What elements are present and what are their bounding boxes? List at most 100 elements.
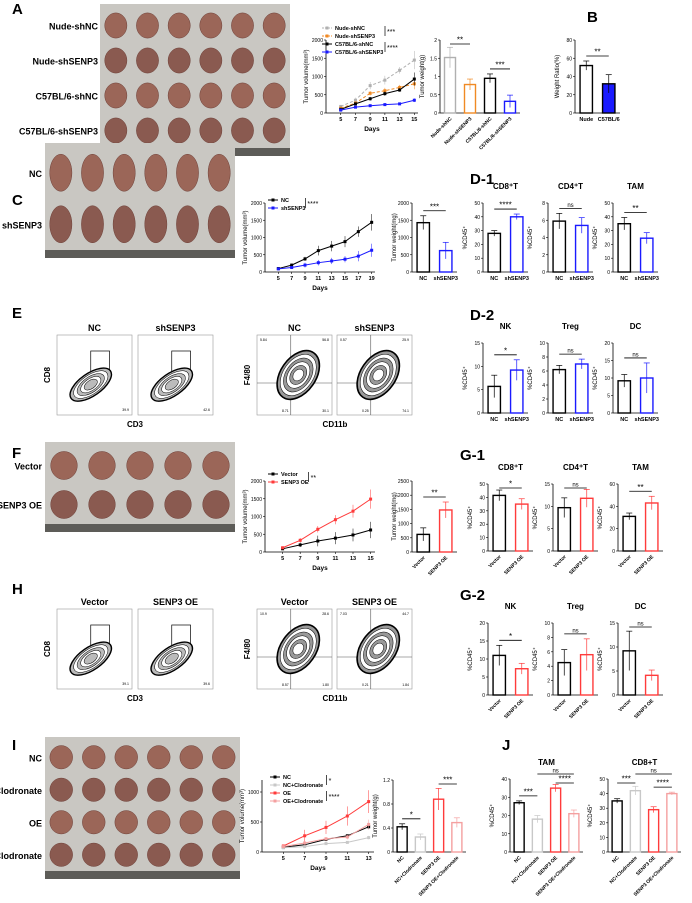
category-label: SENP3 OE	[568, 698, 590, 720]
bar-chart: 0 20 40 60 80 Weight Ratio(%) Nude C57BL/6 **	[555, 38, 620, 123]
legend-entry: OE	[283, 791, 291, 797]
category-label: shSENP3	[635, 276, 659, 282]
tumor	[179, 842, 203, 867]
photo-row-label: C57BL/6-shSENP3	[19, 127, 98, 137]
data-point	[383, 78, 387, 82]
x-tick-label: 5	[281, 556, 284, 562]
y-tick-label: 1500	[251, 218, 262, 224]
category-label: NC	[396, 855, 406, 865]
flow-title: Vector	[81, 597, 109, 607]
bar	[611, 800, 623, 853]
y-tick-label: 0	[259, 270, 262, 276]
bar	[568, 812, 580, 853]
tumor	[114, 842, 138, 867]
legend: Nude-shNC Nude-shSENP3 C57BL/6-shNC C57BL/6…	[322, 26, 398, 56]
category-label: NC	[620, 417, 628, 423]
x-tick-label: 7	[299, 556, 302, 562]
x-axis-label: Days	[312, 285, 328, 292]
legend-entry: Nude-shNC	[335, 26, 365, 32]
data-point	[339, 104, 343, 108]
tumor	[144, 205, 168, 244]
chart-title: TAM	[538, 758, 555, 767]
contour	[372, 368, 384, 382]
bar	[492, 494, 507, 552]
tumor	[104, 117, 128, 144]
y-tick-label: 500	[401, 536, 410, 542]
bar-chart: CD8⁺T 0 10 20 30 40 50 %CD45⁺ Vector SENP3 OE *	[467, 463, 533, 576]
category-label: shSENP3	[570, 276, 594, 282]
x-tick-label: 15	[411, 117, 417, 123]
legend-marker	[325, 50, 329, 54]
significance-label: ns	[567, 349, 573, 355]
category-label: Vector	[553, 554, 568, 569]
significance-label: ****	[499, 201, 511, 210]
quadrant-percentage: 8.57	[282, 683, 289, 687]
legend-entry: NC+Clodronate	[283, 783, 323, 789]
legend: Vector SENP3 OE**	[268, 472, 316, 486]
tumor	[136, 82, 159, 109]
flow-x-label: CD11b	[323, 694, 348, 703]
series-line	[340, 83, 415, 109]
data-point	[368, 104, 372, 108]
tumor	[207, 205, 231, 244]
data-point	[356, 230, 360, 234]
significance-label: ns	[632, 352, 638, 358]
bar-chart: Treg 0 2 4 6 8 10 %CD45⁺ NC shSENP3 ns	[527, 322, 594, 423]
y-tick-label: 10	[544, 621, 550, 627]
category-label: Nude	[579, 117, 593, 123]
y-tick-label: 0	[607, 411, 610, 417]
tumor	[82, 745, 106, 770]
category-label: SENP3 OE	[427, 555, 449, 577]
tumor	[50, 490, 78, 519]
y-tick-label: 0	[547, 549, 550, 555]
y-tick-label: 0	[542, 411, 545, 417]
tumor	[202, 490, 230, 519]
y-tick-label: 1500	[398, 507, 409, 513]
y-tick-label: 2000	[398, 201, 409, 207]
quadrant-percentage: 7.03	[340, 612, 347, 616]
category-label: shSENP3	[434, 276, 458, 282]
tumor	[49, 153, 73, 192]
bar-chart: CD8+T01020304050%CD45⁺NCNC+ClodronateSEN…	[587, 758, 681, 898]
bar	[487, 232, 502, 273]
data-point	[303, 257, 307, 261]
tumor	[199, 117, 223, 144]
tumor	[176, 205, 199, 244]
y-tick-label: 40	[609, 504, 615, 510]
bar	[416, 221, 431, 273]
photo-row-label: C57BL/6-shNC	[35, 92, 98, 102]
tumor	[49, 842, 73, 867]
gate-percentage: 39.6	[203, 682, 210, 686]
significance-label: ****	[329, 794, 340, 801]
y-axis-label: %CD45⁺	[592, 226, 599, 250]
series-line	[278, 249, 372, 270]
y-tick-label: 15	[544, 482, 550, 488]
y-tick-label: 15	[604, 359, 610, 365]
tumor-photo	[45, 737, 240, 879]
chart-title: Treg	[562, 322, 579, 331]
data-point	[316, 539, 320, 543]
data-point	[369, 528, 373, 532]
bar	[514, 503, 529, 552]
data-point	[383, 92, 387, 96]
y-tick-label: 15	[609, 621, 615, 627]
y-tick-label: 20	[609, 527, 615, 533]
chart-title: DC	[635, 602, 647, 611]
data-point	[368, 84, 372, 88]
chart-title: DC	[630, 322, 642, 331]
y-axis-label: %CD45⁺	[527, 226, 534, 250]
bar	[617, 222, 632, 273]
data-point	[367, 836, 371, 840]
flow-plot: Vector 39.1	[56, 597, 133, 690]
y-tick-label: 0.8	[383, 802, 390, 808]
tumor	[81, 205, 104, 244]
x-tick-label: 5	[282, 856, 285, 862]
line-chart: 0 500 1000 5 7 9 11 13 Days Tumor volume(mm³)	[240, 780, 374, 872]
panel-label: C	[12, 192, 23, 209]
panel-label: G-2	[460, 587, 485, 604]
legend-entry: C57BL/6-shNC	[335, 42, 373, 48]
tumor	[49, 777, 73, 802]
category-label: SENP3 OE	[633, 698, 655, 720]
data-point	[316, 261, 320, 265]
